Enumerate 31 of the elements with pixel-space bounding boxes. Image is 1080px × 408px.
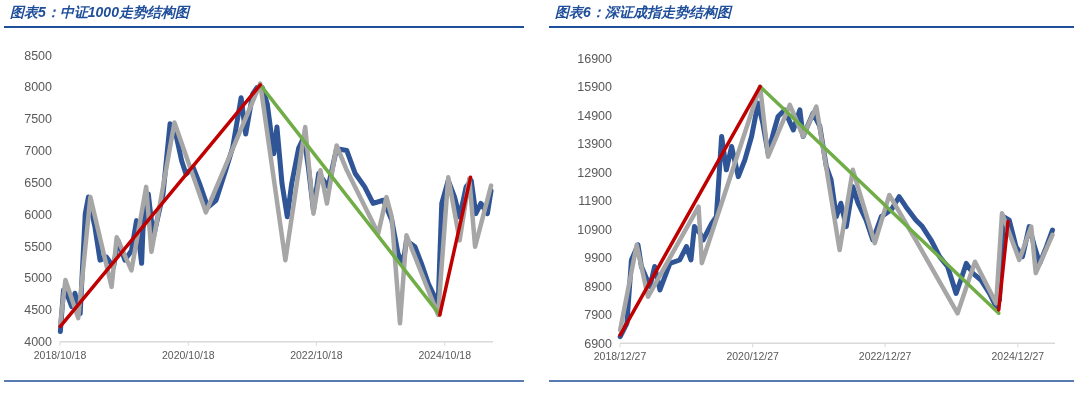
chart-title: 图表5：中证1000走势结构图 (10, 4, 191, 20)
y-tick-label: 7500 (24, 112, 53, 127)
y-tick-label: 4000 (24, 335, 53, 350)
y-tick-label: 6000 (24, 207, 53, 222)
y-tick-label: 7000 (24, 144, 53, 159)
x-tick-label: 2022/10/18 (290, 348, 343, 361)
y-tick-label: 5500 (24, 239, 53, 254)
x-tick-label: 2022/12/27 (858, 350, 912, 363)
y-tick-label: 8500 (24, 48, 53, 63)
y-tick-label: 10900 (577, 222, 613, 237)
y-tick-label: 9900 (584, 251, 613, 266)
x-tick-label: 2018/12/27 (593, 350, 647, 363)
x-tick-label: 2024/12/27 (991, 350, 1045, 363)
x-tick-label: 2020/10/18 (162, 348, 215, 361)
x-tick-label: 2020/12/27 (726, 350, 780, 363)
y-tick-label: 8900 (584, 279, 613, 294)
y-tick-label: 11900 (578, 194, 613, 209)
y-tick-label: 4500 (24, 303, 53, 318)
y-tick-label: 6900 (584, 336, 613, 351)
y-tick-label: 13900 (577, 137, 613, 152)
y-tick-label: 15900 (577, 80, 613, 95)
y-tick-label: 14900 (577, 108, 613, 123)
y-tick-label: 6500 (24, 175, 53, 190)
y-tick-label: 16900 (577, 51, 613, 66)
y-tick-label: 8000 (24, 80, 53, 95)
y-tick-label: 7900 (584, 308, 613, 323)
chart-title: 图表6：深证成指走势结构图 (555, 4, 733, 20)
x-tick-label: 2024/10/18 (418, 348, 472, 361)
x-tick-label: 2018/10/18 (33, 348, 87, 361)
y-tick-label: 12900 (577, 165, 613, 180)
y-tick-label: 5000 (24, 271, 53, 286)
